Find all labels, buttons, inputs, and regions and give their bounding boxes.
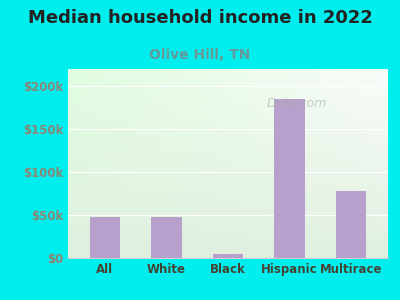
- Text: Olive Hill, TN: Olive Hill, TN: [149, 48, 251, 62]
- Text: Median household income in 2022: Median household income in 2022: [28, 9, 372, 27]
- Bar: [151, 217, 182, 258]
- Text: Data.com: Data.com: [266, 97, 327, 110]
- Bar: [274, 99, 305, 258]
- Bar: [336, 191, 366, 258]
- Bar: [213, 254, 243, 258]
- Bar: [90, 217, 120, 258]
